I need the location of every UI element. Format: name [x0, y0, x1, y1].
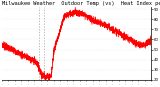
Text: Milwaukee Weather  Outdoor Temp (vs)  Heat Index per Minute (Last 24 Hours): Milwaukee Weather Outdoor Temp (vs) Heat… — [2, 1, 160, 6]
